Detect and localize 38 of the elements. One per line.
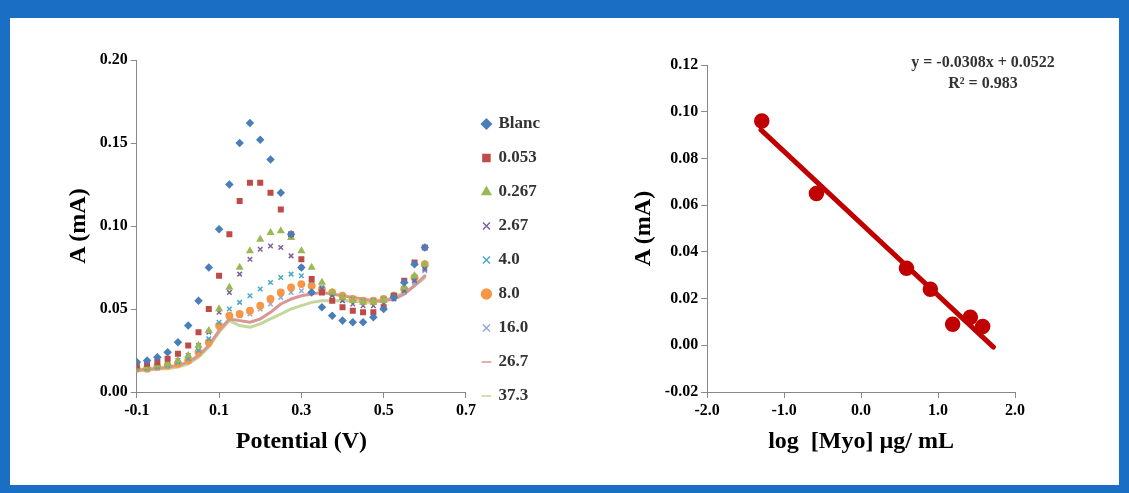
legend-label: 37.3 — [498, 385, 529, 405]
x-tick-label: 0.7 — [455, 400, 476, 418]
y-tick-label: 0.10 — [99, 216, 128, 234]
legend-label: 4.0 — [498, 249, 520, 269]
y-tick-label: 0.15 — [99, 133, 128, 151]
x-tick-label: 0.5 — [373, 400, 394, 418]
y-tick-label: 0.06 — [670, 195, 699, 213]
y-tick-label: 0.00 — [99, 382, 128, 400]
legend-label: Blanc — [498, 113, 541, 133]
legend-label: 2.67 — [498, 215, 529, 235]
y-axis-title: A (mA) — [628, 190, 655, 267]
x-tick-label: -2.0 — [694, 400, 720, 418]
y-tick-label: 0.04 — [670, 242, 699, 259]
annotation: y = -0.0308x + 0.0522 — [911, 53, 1055, 72]
y-tick-label: 0.00 — [670, 335, 699, 353]
x-tick-label: 0.0 — [851, 400, 872, 418]
x-axis-title: Potential (V) — [235, 426, 368, 453]
x-tick-label: 2.0 — [1005, 400, 1025, 418]
x-axis-title: log [Myo] µg/ mL — [768, 426, 954, 453]
y-axis-title: A (mA) — [63, 188, 90, 264]
x-tick-label: 0.1 — [209, 400, 230, 418]
x-tick-label: 1.0 — [928, 400, 949, 418]
x-tick-label: 0.3 — [291, 400, 312, 418]
y-tick-label: 0.02 — [670, 288, 699, 306]
y-tick-label: 0.08 — [670, 148, 699, 166]
y-tick-label: 0.05 — [99, 299, 128, 317]
legend-label: 26.7 — [498, 351, 529, 371]
legend-label: 8.0 — [498, 283, 520, 303]
y-tick-label: -0.02 — [664, 382, 699, 400]
annotation: R² = 0.983 — [948, 74, 1018, 92]
y-tick-label: 0.12 — [670, 55, 699, 73]
x-tick-label: -0.1 — [124, 400, 150, 418]
y-tick-label: 0.20 — [99, 50, 128, 68]
y-tick-label: 0.10 — [670, 101, 699, 119]
x-tick-label: -1.0 — [771, 400, 797, 418]
legend-label: 16.0 — [498, 317, 529, 337]
legend-label: 0.267 — [498, 181, 538, 201]
legend-label: 0.053 — [498, 147, 537, 167]
